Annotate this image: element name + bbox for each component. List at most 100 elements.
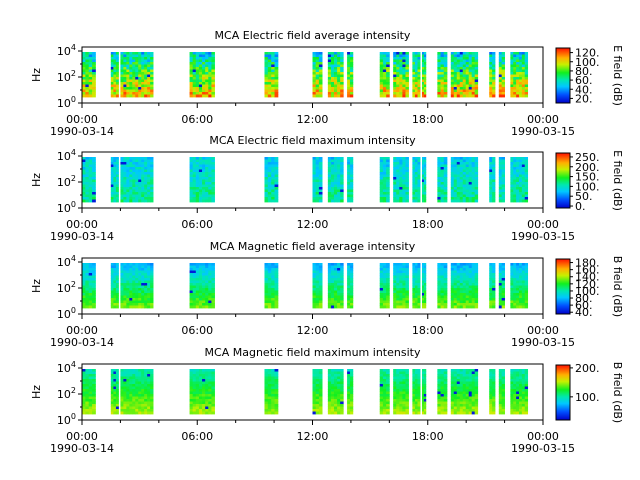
x-tick-label: 00:00 xyxy=(66,430,98,443)
data-block xyxy=(82,52,96,98)
x-tick-label: 06:00 xyxy=(181,218,213,231)
colorbar-tick-label: 200. xyxy=(575,161,600,174)
data-block xyxy=(379,157,390,203)
data-block xyxy=(312,157,323,203)
data-block xyxy=(437,157,448,203)
colorbar-tick-label: 20. xyxy=(575,92,593,105)
data-block xyxy=(312,52,323,98)
colorbar-tick-label: 100. xyxy=(575,56,600,69)
x-tick-label: 12:00 xyxy=(297,113,329,126)
data-block xyxy=(393,369,409,415)
data-block xyxy=(510,369,529,415)
end-date-label: 1990-03-15 xyxy=(511,125,575,138)
colorbar-tick-label: 200. xyxy=(575,362,600,375)
data-block xyxy=(82,369,96,415)
data-block xyxy=(489,52,496,98)
x-tick-label: 00:00 xyxy=(527,324,559,337)
data-block xyxy=(498,52,505,98)
end-date-label: 1990-03-15 xyxy=(511,442,575,455)
x-tick-label: 00:00 xyxy=(66,324,98,337)
x-tick-label: 00:00 xyxy=(66,113,98,126)
x-tick-label: 12:00 xyxy=(297,324,329,337)
x-tick-label: 00:00 xyxy=(527,218,559,231)
data-block xyxy=(189,369,215,415)
data-block xyxy=(393,263,409,309)
x-tick-label: 18:00 xyxy=(412,218,444,231)
start-date-label: 1990-03-14 xyxy=(50,336,114,349)
data-block xyxy=(379,263,390,309)
data-block xyxy=(379,369,390,415)
data-block xyxy=(510,157,529,203)
data-block xyxy=(412,369,421,415)
colorbar-label: E field (dB) xyxy=(611,150,624,211)
y-axis-label: Hz xyxy=(30,385,43,399)
y-tick-label: 104 xyxy=(57,43,76,58)
data-block xyxy=(189,157,215,203)
colorbar-label: E field (dB) xyxy=(611,45,624,106)
data-block xyxy=(110,157,119,203)
y-tick-label: 104 xyxy=(57,254,76,269)
data-block xyxy=(437,369,448,415)
panel-2: MCA Electric field maximum intensity 100 1… xyxy=(30,134,624,243)
data-block xyxy=(421,369,427,415)
data-block xyxy=(412,157,421,203)
start-date-label: 1990-03-14 xyxy=(50,125,114,138)
y-axis-label: Hz xyxy=(30,173,43,187)
panel-4: MCA Magnetic field maximum intensity 100 1… xyxy=(30,346,624,455)
data-block xyxy=(264,263,279,309)
colorbar-tick-label: 100. xyxy=(575,285,600,298)
end-date-label: 1990-03-15 xyxy=(511,230,575,243)
data-block xyxy=(489,263,496,309)
y-axis-label: Hz xyxy=(30,68,43,82)
colorbar-tick-label: 120. xyxy=(575,278,600,291)
x-tick-label: 00:00 xyxy=(527,430,559,443)
data-block xyxy=(437,263,448,309)
x-tick-label: 12:00 xyxy=(297,218,329,231)
y-tick-label: 102 xyxy=(57,174,76,189)
data-block xyxy=(264,157,279,203)
data-block xyxy=(312,263,323,309)
data-block xyxy=(110,263,119,309)
x-tick-label: 18:00 xyxy=(412,113,444,126)
x-tick-label: 06:00 xyxy=(181,430,213,443)
colorbar xyxy=(555,258,571,315)
start-date-label: 1990-03-14 xyxy=(50,442,114,455)
panels: MCA Electric field average intensity 100 1… xyxy=(30,29,624,455)
colorbar-tick-label: 80. xyxy=(575,292,593,305)
data-block xyxy=(489,369,496,415)
colorbar-tick-label: 160. xyxy=(575,264,600,277)
x-tick-label: 06:00 xyxy=(181,113,213,126)
y-tick-label: 100 xyxy=(57,412,76,427)
panel-title: MCA Electric field maximum intensity xyxy=(209,134,416,147)
data-block xyxy=(120,157,154,203)
data-block xyxy=(120,263,154,309)
data-block xyxy=(120,369,154,415)
data-block xyxy=(327,52,344,98)
panel-1: MCA Electric field average intensity 100 1… xyxy=(30,29,624,138)
colorbar-tick-label: 250. xyxy=(575,151,600,164)
data-block xyxy=(498,369,505,415)
x-tick-label: 12:00 xyxy=(297,430,329,443)
data-block xyxy=(264,369,279,415)
colorbar-label: B field (dB) xyxy=(611,362,624,423)
colorbar-label: B field (dB) xyxy=(611,256,624,317)
data-block xyxy=(510,52,529,98)
data-block xyxy=(264,52,279,98)
panel-title: MCA Magnetic field maximum intensity xyxy=(205,346,421,359)
y-tick-label: 104 xyxy=(57,360,76,375)
colorbar-tick-label: 150. xyxy=(575,171,600,184)
data-block xyxy=(421,52,427,98)
data-block xyxy=(489,157,496,203)
start-date-label: 1990-03-14 xyxy=(50,230,114,243)
data-block xyxy=(347,157,354,203)
data-block xyxy=(82,263,96,309)
colorbar-tick-label: 180. xyxy=(575,257,600,270)
x-tick-label: 18:00 xyxy=(412,324,444,337)
data-block xyxy=(189,52,215,98)
y-tick-label: 102 xyxy=(57,386,76,401)
data-block xyxy=(450,52,479,98)
panel-title: MCA Electric field average intensity xyxy=(215,29,411,42)
colorbar xyxy=(555,47,571,104)
y-tick-label: 100 xyxy=(57,200,76,215)
